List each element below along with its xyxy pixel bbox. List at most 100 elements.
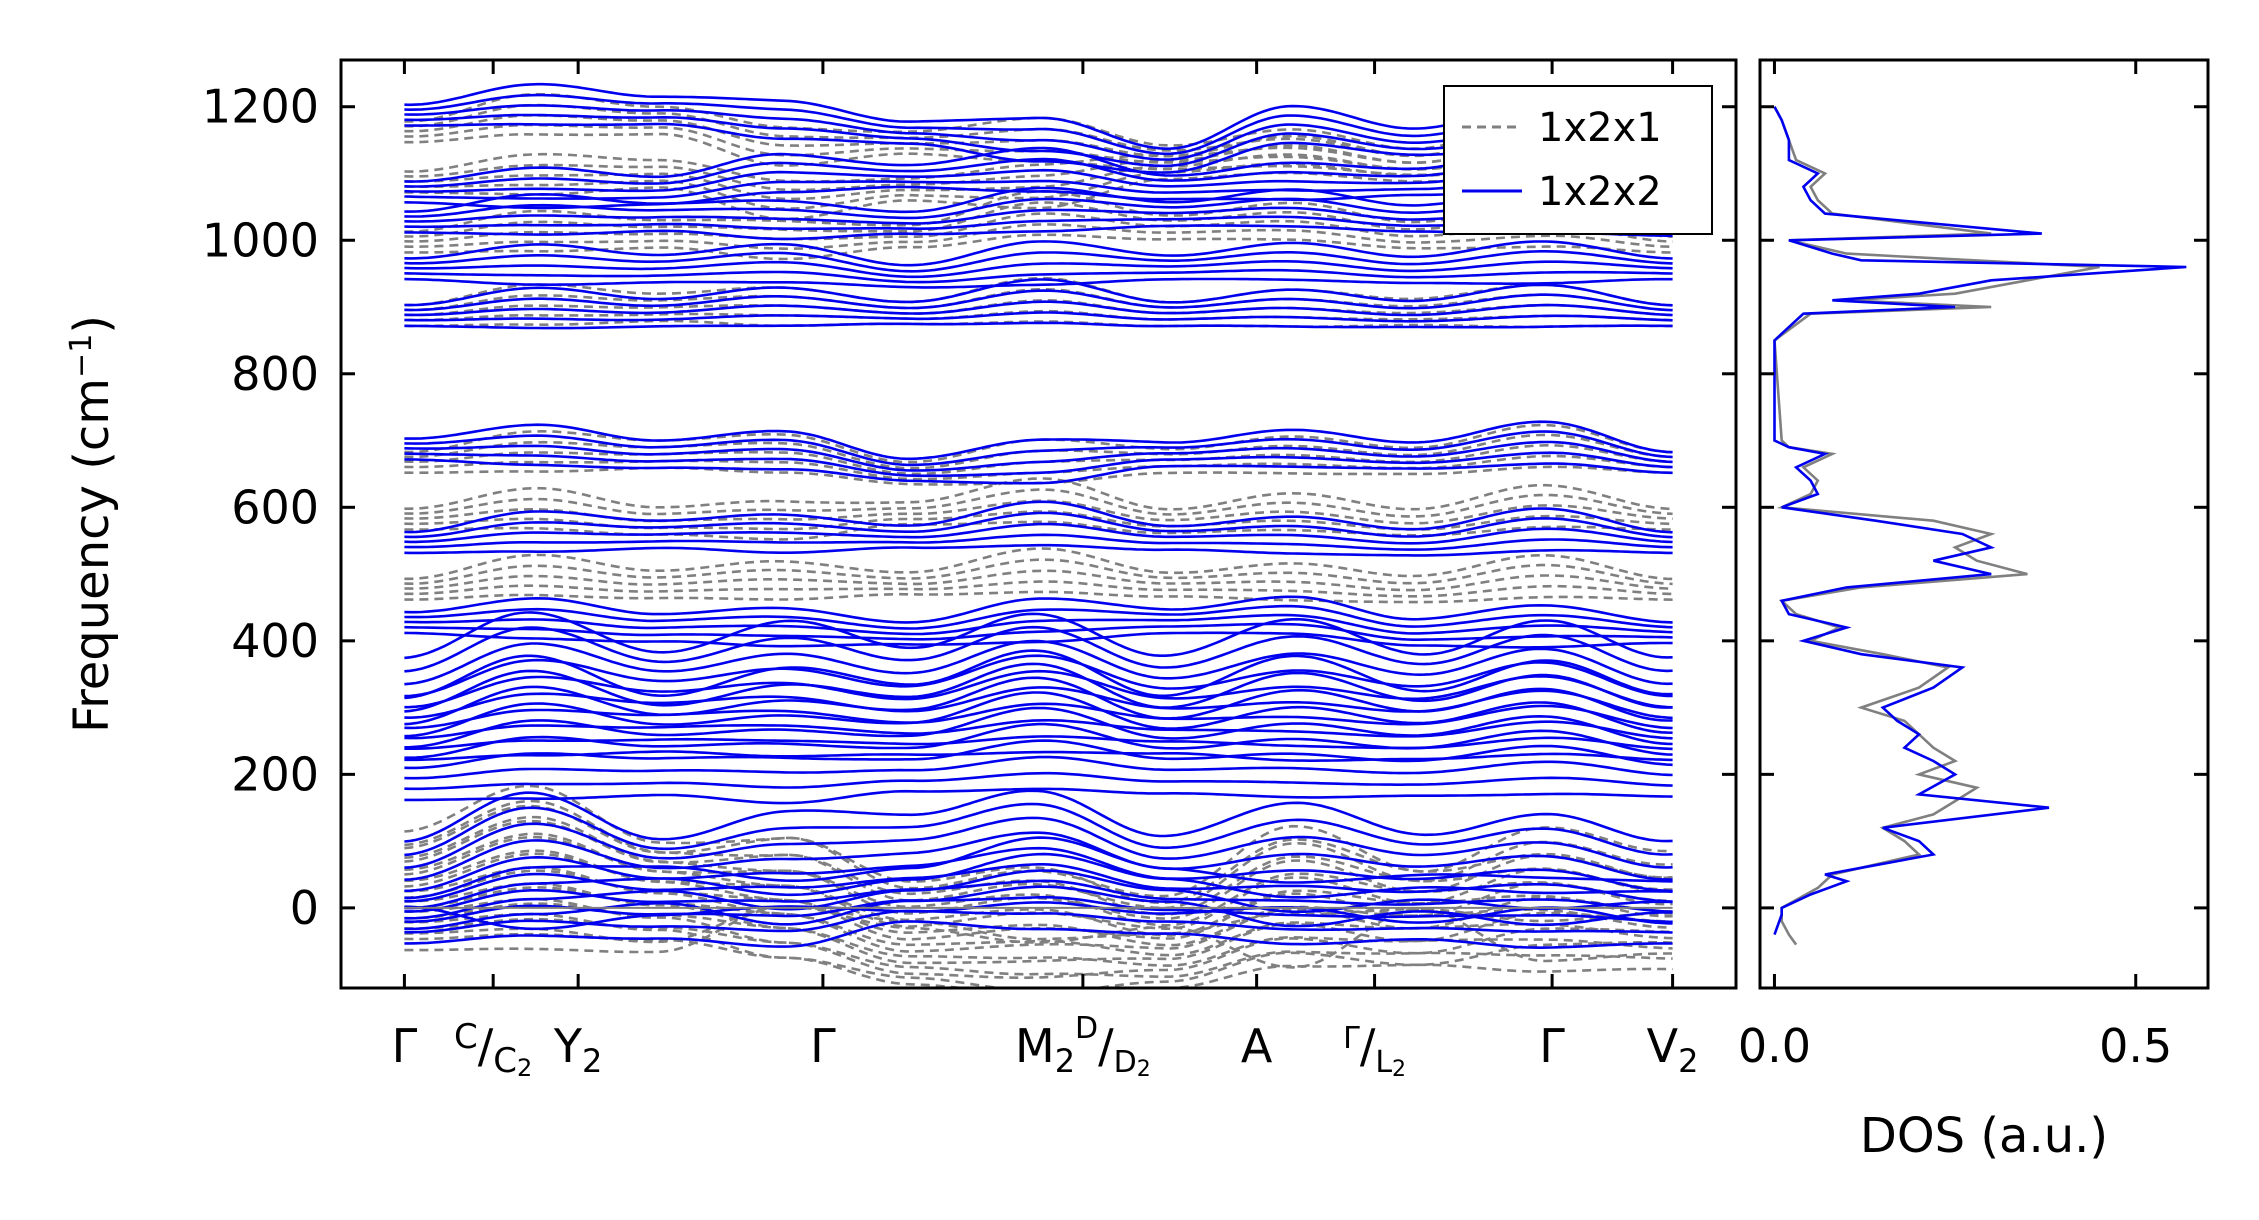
band-line-1x2x2	[404, 458, 1673, 485]
band-line-1x2x2	[404, 268, 1673, 284]
band-line-1x2x1	[404, 558, 1673, 586]
band-line-1x2x2	[404, 278, 1673, 307]
band-line-1x2x2	[404, 522, 1673, 545]
band-line-1x2x2	[404, 631, 1673, 649]
dos-curve-1x2x1	[1773, 106, 2100, 946]
kpoint-label: C/C2	[454, 1017, 532, 1082]
dos-panel: 0.0 0.5 DOS (a.u.)	[1738, 58, 2210, 1164]
dispersion-y-ticks: 0 200 400 600 800 1000 1200	[202, 80, 1736, 935]
kpoint-label: Y2	[553, 1019, 602, 1080]
kpoint-label: Γ	[1539, 1019, 1565, 1073]
legend-box	[1443, 85, 1713, 235]
band-line-1x2x2	[404, 662, 1673, 713]
dispersion-panel: 0 200 400 600 800 1000 1200 Γ C/C2 Y2 Γ M2D/D2 A Γ/L…	[64, 58, 1738, 1082]
band-line-1x2x1	[404, 905, 1673, 954]
dos-x-ticks: 0.0 0.5	[1738, 60, 2172, 1073]
dispersion-plot-frame	[339, 58, 1738, 990]
band-line-1x2x2	[404, 511, 1673, 539]
band-line-1x2x2	[404, 755, 1673, 780]
band-line-1x2x1	[404, 488, 1673, 518]
band-line-1x2x1	[404, 804, 1673, 905]
band-line-1x2x1	[404, 433, 1673, 470]
dos-curve-1x2x2	[1773, 106, 2187, 936]
band-line-1x2x2	[404, 240, 1673, 267]
band-line-1x2x2	[404, 300, 1673, 317]
dos-y-ticks	[1760, 105, 2208, 910]
band-line-1x2x2	[404, 706, 1673, 749]
legend: 1x2x1 1x2x2	[1443, 85, 1713, 235]
band-line-1x2x2	[404, 604, 1673, 630]
band-line-1x2x2	[404, 654, 1673, 698]
band-line-1x2x1	[404, 835, 1673, 927]
band-line-1x2x1	[404, 276, 1673, 307]
band-line-1x2x2	[404, 533, 1673, 551]
band-line-1x2x1	[404, 288, 1673, 312]
band-line-1x2x1	[404, 590, 1673, 604]
band-line-1x2x2	[404, 622, 1673, 641]
y-tick-label: 1200	[202, 80, 319, 134]
band-line-1x2x2	[404, 277, 1673, 289]
dos-x-tick-label: 0.0	[1738, 1019, 1811, 1073]
band-line-1x2x2	[404, 787, 1673, 805]
legend-label-1x2x1: 1x2x1	[1538, 105, 1662, 151]
band-line-1x2x1	[404, 569, 1673, 592]
band-line-1x2x2	[404, 771, 1673, 791]
band-line-1x2x2	[404, 846, 1673, 893]
band-line-1x2x2	[404, 649, 1673, 700]
x-axis-label-dos: DOS (a.u.)	[1860, 1108, 2108, 1164]
band-line-1x2x2	[404, 901, 1673, 931]
band-line-1x2x1	[404, 477, 1673, 511]
band-line-1x2x2	[404, 669, 1673, 709]
band-line-1x2x1	[404, 819, 1673, 916]
band-line-1x2x2	[404, 909, 1673, 934]
kpoint-label: V2	[1647, 1019, 1699, 1080]
band-line-1x2x1	[404, 223, 1673, 250]
band-line-1x2x2	[404, 543, 1673, 557]
kpoint-label: A	[1241, 1019, 1273, 1073]
y-tick-label: 800	[231, 347, 319, 401]
y-tick-label: 200	[231, 747, 319, 801]
band-line-1x2x2	[404, 920, 1673, 950]
band-line-1x2x1	[404, 143, 1673, 192]
y-tick-label: 400	[231, 614, 319, 668]
band-line-1x2x2	[404, 735, 1673, 751]
y-tick-label: 1000	[202, 213, 319, 267]
band-line-1x2x2	[404, 750, 1673, 762]
y-tick-label: 600	[231, 480, 319, 534]
dos-x-tick-label: 0.5	[2099, 1019, 2172, 1073]
band-line-1x2x2	[404, 260, 1673, 279]
band-line-1x2x2	[404, 595, 1673, 624]
band-line-1x2x2	[404, 739, 1673, 770]
band-line-1x2x2	[404, 691, 1673, 738]
band-line-1x2x1	[404, 547, 1673, 581]
band-line-1x2x1	[404, 580, 1673, 598]
dos-plot-frame	[1758, 58, 2210, 990]
band-line-1x2x2	[404, 702, 1673, 730]
band-line-1x2x2	[404, 719, 1673, 740]
band-line-1x2x2	[404, 430, 1673, 467]
kpoint-label: M2D/D2	[1015, 1011, 1151, 1082]
band-line-1x2x2	[404, 321, 1673, 330]
kpoint-label: Γ/L2	[1343, 1019, 1406, 1082]
band-line-1x2x1	[404, 212, 1673, 243]
band-line-1x2x2	[404, 451, 1673, 478]
band-line-1x2x2	[404, 250, 1673, 273]
kpoint-label: Γ	[810, 1019, 836, 1073]
band-line-1x2x2	[404, 722, 1673, 759]
band-line-1x2x2	[404, 420, 1673, 461]
band-line-1x2x2	[404, 831, 1673, 881]
y-axis-label: Frequency (cm−1)	[64, 315, 121, 733]
band-line-1x2x2	[404, 613, 1673, 636]
band-line-1x2x2	[404, 440, 1673, 472]
band-line-1x2x2	[404, 802, 1673, 857]
band-line-1x2x2	[404, 863, 1673, 903]
kpoint-label: Γ	[392, 1019, 418, 1073]
band-line-1x2x2	[404, 500, 1673, 534]
dispersion-kpoint-ticks: Γ C/C2 Y2 Γ M2D/D2 A Γ/L2 Γ V2	[392, 60, 1699, 1082]
band-line-1x2x2	[404, 686, 1673, 720]
legend-label-1x2x2: 1x2x2	[1538, 169, 1662, 215]
band-line-1x2x2	[404, 895, 1673, 924]
band-line-1x2x2	[404, 789, 1673, 843]
band-line-1x2x2	[404, 879, 1673, 913]
